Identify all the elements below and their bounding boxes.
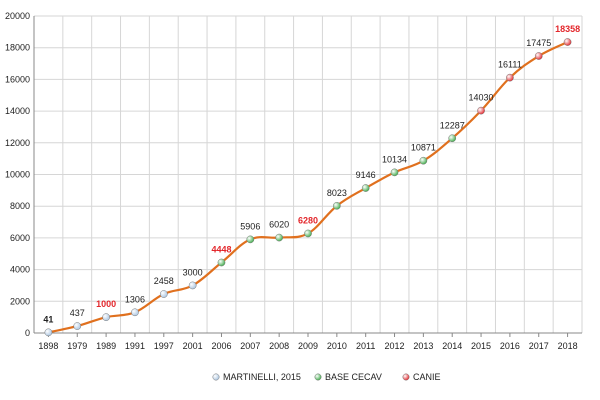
x-tick-label: 2009 [298,341,318,351]
data-point [534,52,543,60]
data-points [44,38,572,337]
y-tick-label: 6000 [10,233,30,243]
x-tick-label: 2016 [500,341,520,351]
data-label: 6020 [269,220,289,230]
data-label: 10134 [382,154,407,164]
data-labels: 41 437 1000 1306 2458 3000 4448 5906 6020 6280 802… [43,24,580,324]
x-tick-label: 2017 [529,341,549,351]
y-tick-label: 12000 [5,138,30,148]
data-point [332,201,341,210]
legend: MARTINELLI, 2015 BASE CECAV CANIE [212,372,441,382]
x-tick-label: 2001 [183,341,203,351]
data-point [477,106,485,115]
x-tick-label: 2010 [327,341,347,351]
x-tick-label: 2007 [240,341,260,351]
series-path [48,41,569,334]
legend-label: BASE CECAV [325,372,382,382]
y-tick-label: 10000 [5,170,30,180]
data-point [390,168,399,177]
data-point [217,258,226,267]
data-point [159,290,168,298]
y-tick-label: 20000 [5,11,30,21]
data-point [361,184,370,192]
x-tick-label: 2011 [356,341,375,351]
data-point [506,73,514,82]
legend-marker [314,373,322,381]
axes: 0 2000 4000 6000 8000 10000 12000 14000 16000 180… [5,11,582,351]
data-label: 10871 [411,143,436,153]
y-tick-label: 14000 [5,106,30,116]
data-point [73,322,82,330]
x-tick-label: 1991 [125,341,145,351]
x-tick-label: 2018 [558,341,578,351]
y-tick-label: 4000 [10,265,30,275]
data-label: 4448 [211,244,231,254]
x-tick-label: 2012 [385,341,405,351]
y-tick-label: 18000 [5,43,30,53]
series-line [48,41,569,334]
legend-label: CANIE [413,372,441,382]
data-point [246,235,255,244]
data-point [188,281,197,290]
y-tick-label: 2000 [10,296,30,306]
data-label: 8023 [327,188,347,198]
data-point [275,233,284,242]
data-label: 17475 [526,38,551,48]
x-tick-label: 2014 [442,341,462,351]
data-point [563,38,572,46]
data-point [102,313,110,321]
data-label: 18358 [555,24,580,34]
data-label: 2458 [154,276,174,286]
x-tick-label: 1989 [96,341,116,351]
data-point [304,229,312,238]
data-label: 14030 [469,93,494,103]
data-label: 12287 [440,120,465,130]
data-point [131,308,139,317]
data-label: 437 [70,308,85,318]
x-tick-label: 1898 [38,341,58,351]
data-label: 6280 [298,215,318,225]
x-tick-label: 1997 [154,341,174,351]
data-label: 5906 [240,221,260,231]
x-tick-label: 2006 [211,341,231,351]
data-point [44,328,53,337]
legend-label: MARTINELLI, 2015 [223,372,301,382]
data-point [448,134,457,143]
data-label: 1000 [96,299,116,309]
data-label: 3000 [183,267,203,277]
data-label: 1306 [125,294,145,304]
data-label: 41 [43,314,53,324]
x-tick-label: 2015 [471,341,491,351]
legend-marker [402,373,410,381]
y-tick-label: 0 [25,328,30,338]
data-label: 16111 [498,60,522,70]
y-tick-label: 16000 [5,74,30,84]
data-label: 9146 [356,170,376,180]
data-point [419,156,428,165]
x-tick-label: 2008 [269,341,289,351]
legend-marker [212,373,220,381]
y-tick-label: 8000 [10,201,30,211]
x-tick-label: 2013 [413,341,433,351]
x-tick-label: 1979 [67,341,87,351]
